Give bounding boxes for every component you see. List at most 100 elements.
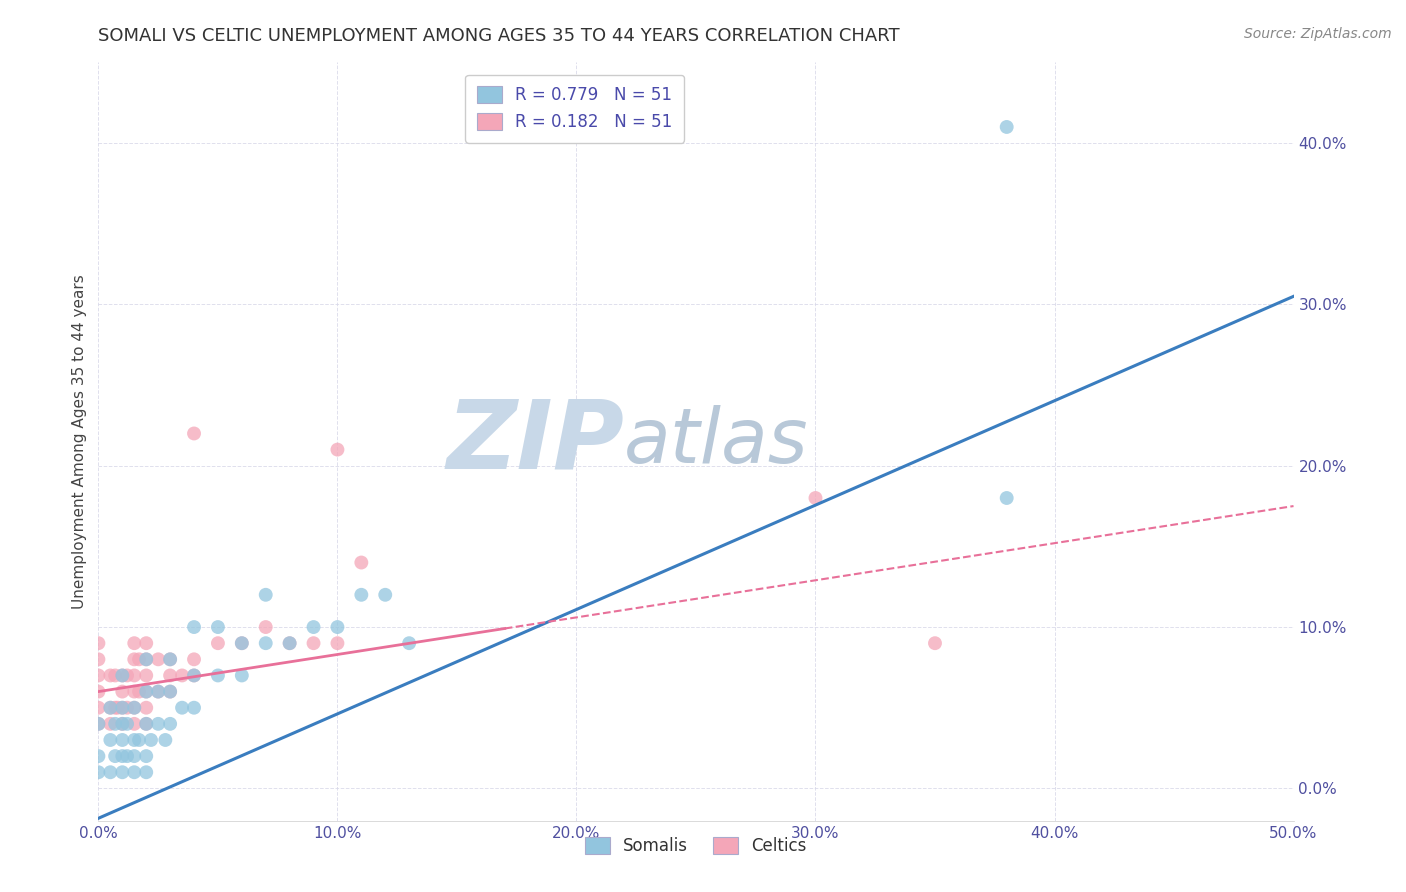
Point (87, 716, 110, 731)
Point (98, 668, 122, 682)
Point (148, 684, 170, 698)
Point (254, 588, 277, 602)
Point (231, 668, 253, 682)
Legend: Somalis, Celtics: Somalis, Celtics (575, 827, 817, 865)
Point (111, 733, 134, 747)
Point (148, 652, 170, 666)
Point (107, 700, 129, 714)
Point (135, 668, 157, 682)
Point (98, 765, 122, 780)
Point (124, 684, 146, 698)
Point (995, 491, 1018, 505)
Point (231, 636, 253, 650)
Point (135, 716, 157, 731)
Point (159, 684, 181, 698)
Point (398, 636, 420, 650)
Text: Source: ZipAtlas.com: Source: ZipAtlas.com (1244, 27, 1392, 41)
Y-axis label: Unemployment Among Ages 35 to 44 years: Unemployment Among Ages 35 to 44 years (72, 274, 87, 609)
Point (183, 426, 205, 441)
Point (278, 636, 301, 650)
Point (135, 636, 157, 650)
Point (135, 684, 157, 698)
Point (128, 684, 150, 698)
Point (104, 716, 127, 731)
Point (135, 765, 157, 780)
Point (148, 684, 170, 698)
Point (98, 700, 122, 714)
Point (924, 636, 946, 650)
Point (155, 733, 177, 747)
Point (111, 749, 134, 764)
Point (87, 765, 110, 780)
Point (135, 684, 157, 698)
Point (135, 700, 157, 714)
Point (804, 491, 827, 505)
Point (87, 636, 110, 650)
Point (135, 652, 157, 666)
Point (98, 700, 122, 714)
Point (326, 636, 349, 650)
Point (87, 749, 110, 764)
Text: SOMALI VS CELTIC UNEMPLOYMENT AMONG AGES 35 TO 44 YEARS CORRELATION CHART: SOMALI VS CELTIC UNEMPLOYMENT AMONG AGES… (98, 27, 900, 45)
Point (111, 716, 134, 731)
Point (183, 700, 205, 714)
Point (124, 716, 146, 731)
Point (183, 620, 205, 634)
Point (111, 765, 134, 780)
Point (111, 700, 134, 714)
Point (183, 668, 205, 682)
Point (87, 716, 110, 731)
Point (350, 556, 373, 570)
Point (139, 733, 162, 747)
Point (111, 716, 134, 731)
Text: atlas: atlas (624, 405, 808, 478)
Point (135, 716, 157, 731)
Point (207, 668, 229, 682)
Point (111, 684, 134, 698)
Point (159, 716, 181, 731)
Point (135, 652, 157, 666)
Point (159, 652, 181, 666)
Point (159, 684, 181, 698)
Point (124, 765, 146, 780)
Point (98, 733, 122, 747)
Point (104, 668, 127, 682)
Point (111, 668, 134, 682)
Point (374, 588, 396, 602)
Point (115, 700, 138, 714)
Point (172, 700, 194, 714)
Point (111, 668, 134, 682)
Point (302, 636, 325, 650)
Point (254, 636, 277, 650)
Point (87, 684, 110, 698)
Point (124, 749, 146, 764)
Point (231, 636, 253, 650)
Point (254, 620, 277, 634)
Point (326, 442, 349, 457)
Point (115, 668, 138, 682)
Point (115, 716, 138, 731)
Point (124, 733, 146, 747)
Point (159, 668, 181, 682)
Point (87, 668, 110, 682)
Point (278, 636, 301, 650)
Point (207, 620, 229, 634)
Point (172, 668, 194, 682)
Point (207, 636, 229, 650)
Point (148, 716, 170, 731)
Point (326, 620, 349, 634)
Point (104, 749, 127, 764)
Point (995, 120, 1018, 134)
Point (128, 652, 150, 666)
Point (98, 716, 122, 731)
Point (124, 700, 146, 714)
Point (111, 700, 134, 714)
Point (183, 652, 205, 666)
Point (124, 636, 146, 650)
Point (159, 652, 181, 666)
Text: ZIP: ZIP (446, 395, 624, 488)
Point (124, 668, 146, 682)
Point (87, 652, 110, 666)
Point (124, 700, 146, 714)
Point (104, 700, 127, 714)
